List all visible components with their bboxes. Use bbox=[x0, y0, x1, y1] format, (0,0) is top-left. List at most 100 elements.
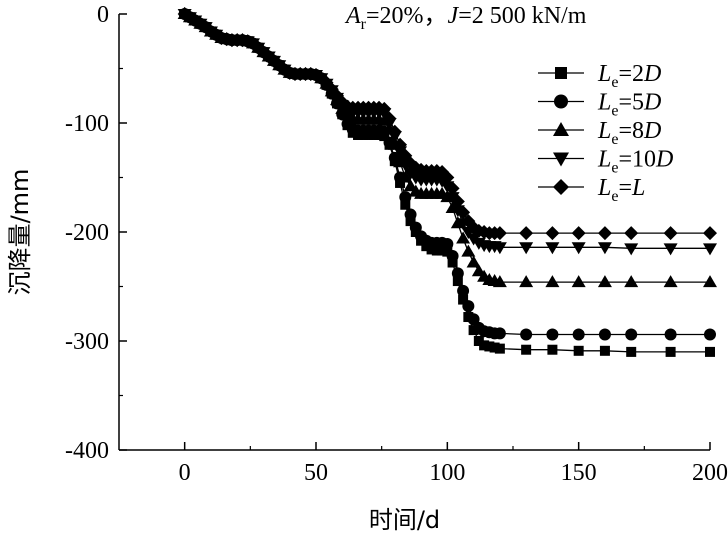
data-point bbox=[326, 88, 337, 99]
annotation-j-value: =2 500 kN/m bbox=[458, 3, 587, 29]
data-point bbox=[704, 328, 716, 341]
data-point bbox=[492, 226, 507, 241]
legend-var: L bbox=[597, 61, 611, 87]
data-point bbox=[389, 156, 400, 167]
data-point bbox=[463, 312, 474, 323]
data-point bbox=[624, 275, 639, 288]
legend-label: Le=5D bbox=[597, 90, 661, 120]
data-point bbox=[426, 244, 437, 255]
data-point bbox=[492, 242, 507, 255]
data-point bbox=[358, 129, 369, 140]
data-point bbox=[545, 275, 560, 288]
data-point bbox=[211, 29, 222, 40]
data-point bbox=[479, 340, 490, 351]
data-point bbox=[571, 242, 586, 255]
data-point bbox=[353, 129, 364, 140]
legend-label: Le=10D bbox=[597, 147, 673, 177]
data-point bbox=[237, 35, 248, 46]
data-point bbox=[437, 245, 448, 256]
data-point bbox=[450, 216, 465, 229]
data-point bbox=[519, 226, 534, 241]
data-point bbox=[440, 190, 455, 203]
annotation-ar-sub: r bbox=[361, 16, 367, 33]
data-point bbox=[274, 60, 285, 71]
legend-label: Le=2D bbox=[597, 61, 661, 91]
x-tick-label: 200 bbox=[692, 460, 728, 486]
series-square bbox=[179, 9, 715, 357]
data-point bbox=[703, 243, 717, 256]
data-point bbox=[247, 38, 258, 49]
data-point bbox=[547, 344, 558, 355]
data-point bbox=[416, 235, 427, 246]
data-point bbox=[431, 245, 442, 256]
data-point bbox=[468, 325, 479, 336]
data-point bbox=[363, 129, 374, 140]
legend-entry: Le=5D bbox=[538, 90, 661, 120]
data-point bbox=[521, 344, 532, 355]
data-point bbox=[545, 242, 560, 255]
legend-eq: =10 bbox=[618, 147, 656, 173]
data-point bbox=[179, 9, 190, 19]
data-point bbox=[458, 294, 469, 305]
data-point bbox=[421, 241, 432, 252]
legend-eq: =5 bbox=[618, 90, 644, 116]
data-point bbox=[279, 64, 290, 75]
data-point bbox=[665, 346, 676, 357]
chart-axes: 0 -100 -200 -300 -400 0 50 100 150 200 时间/d 沉降量/mm bbox=[6, 2, 728, 534]
data-point bbox=[400, 199, 411, 210]
legend-var: L bbox=[597, 118, 611, 144]
data-point bbox=[190, 15, 201, 26]
data-point bbox=[484, 341, 495, 352]
x-axis-title: 时间/d bbox=[369, 506, 440, 534]
data-point bbox=[461, 227, 476, 239]
data-point bbox=[624, 243, 639, 256]
data-point bbox=[571, 275, 586, 288]
legend-marker bbox=[553, 179, 569, 195]
legend-sub: e bbox=[611, 74, 618, 91]
legend-ital: D bbox=[643, 61, 661, 87]
data-point bbox=[703, 275, 717, 288]
legend-eq: = bbox=[618, 175, 632, 201]
data-point bbox=[573, 345, 584, 356]
data-point bbox=[258, 47, 269, 58]
data-point bbox=[663, 226, 678, 241]
y-tick-label: 0 bbox=[97, 2, 109, 28]
x-tick-label: 50 bbox=[304, 460, 328, 486]
data-point bbox=[379, 131, 390, 142]
chart-annotation: Ar=20%，J=2 500 kN/m bbox=[344, 1, 587, 33]
legend-ital: L bbox=[631, 175, 645, 201]
data-point bbox=[332, 98, 343, 109]
legend-sub: e bbox=[611, 103, 618, 120]
data-point bbox=[494, 343, 505, 354]
x-tick-label: 0 bbox=[179, 460, 191, 486]
data-point bbox=[305, 68, 316, 79]
data-point bbox=[545, 226, 560, 241]
legend-marker bbox=[555, 67, 567, 79]
data-point bbox=[705, 346, 715, 357]
y-tick-label: -300 bbox=[65, 329, 109, 355]
data-point bbox=[625, 328, 638, 341]
data-point bbox=[374, 129, 385, 140]
data-point bbox=[268, 55, 279, 66]
data-point bbox=[368, 129, 379, 140]
data-point bbox=[572, 328, 585, 341]
legend-sub: e bbox=[611, 160, 618, 177]
series-layer bbox=[177, 7, 717, 357]
data-point bbox=[519, 275, 534, 288]
legend-eq: =2 bbox=[618, 61, 644, 87]
data-point bbox=[626, 346, 637, 357]
data-point bbox=[447, 257, 458, 268]
data-point bbox=[664, 328, 677, 341]
data-point bbox=[410, 227, 421, 237]
data-point bbox=[597, 242, 612, 255]
annotation-j-symbol: J bbox=[448, 3, 460, 29]
y-axis-title: 沉降量/mm bbox=[6, 169, 34, 296]
data-point bbox=[226, 35, 237, 46]
legend-sub: e bbox=[611, 131, 618, 148]
legend-label: Le=L bbox=[597, 175, 645, 205]
y-tick-label: -100 bbox=[65, 111, 109, 137]
legend-var: L bbox=[597, 175, 611, 201]
data-point bbox=[624, 226, 639, 241]
